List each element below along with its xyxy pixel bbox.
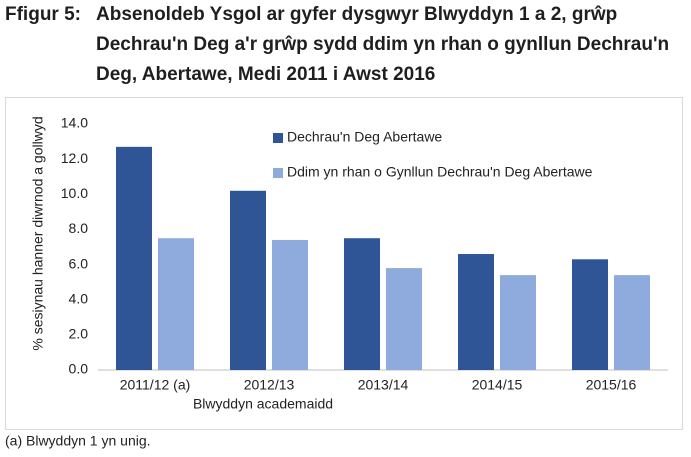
y-axis-label: % sesiynau hanner diwrnod a gollwyd — [29, 116, 46, 351]
legend-swatch — [273, 133, 283, 143]
y-tick-label: 6.0 — [69, 255, 89, 271]
legend-label: Dechrau'n Deg Abertawe — [287, 129, 442, 145]
bar — [386, 268, 422, 370]
figure-label: Ffigur 5: — [5, 4, 81, 25]
y-tick-label: 2.0 — [69, 326, 89, 342]
bar — [344, 238, 380, 370]
footnote: (a) Blwyddyn 1 yn unig. — [5, 433, 151, 449]
title-block: Ffigur 5: Absenoldeb Ysgol ar gyfer dysg… — [5, 0, 685, 90]
legend-label: Ddim yn rhan o Gynllun Dechrau'n Deg Abe… — [287, 164, 593, 180]
chart-title: Absenoldeb Ysgol ar gyfer dysgwyr Blwydd… — [96, 4, 670, 85]
bar — [614, 275, 650, 370]
y-tick-label: 0.0 — [69, 361, 89, 377]
bar — [116, 146, 152, 370]
x-tick-label: 2013/14 — [358, 377, 409, 393]
y-tick-label: 4.0 — [69, 290, 89, 306]
bar — [272, 239, 308, 370]
y-tick-label: 14.0 — [61, 115, 88, 131]
y-tick-label: 12.0 — [61, 150, 88, 166]
bar — [458, 254, 494, 370]
x-tick-label: 2011/12 (a) — [120, 377, 191, 393]
y-tick-label: 8.0 — [69, 220, 89, 236]
x-axis-label: Blwyddyn academaidd — [193, 396, 333, 412]
bar — [500, 275, 536, 370]
x-tick-label: 2012/13 — [244, 377, 295, 393]
x-tick-label: 2014/15 — [472, 377, 523, 393]
bar — [572, 259, 608, 370]
y-tick-label: 10.0 — [61, 185, 88, 201]
bar — [230, 190, 266, 370]
x-tick-label: 2015/16 — [586, 377, 637, 393]
bar — [158, 238, 194, 370]
chart-border — [5, 97, 683, 430]
legend-swatch — [273, 168, 283, 178]
